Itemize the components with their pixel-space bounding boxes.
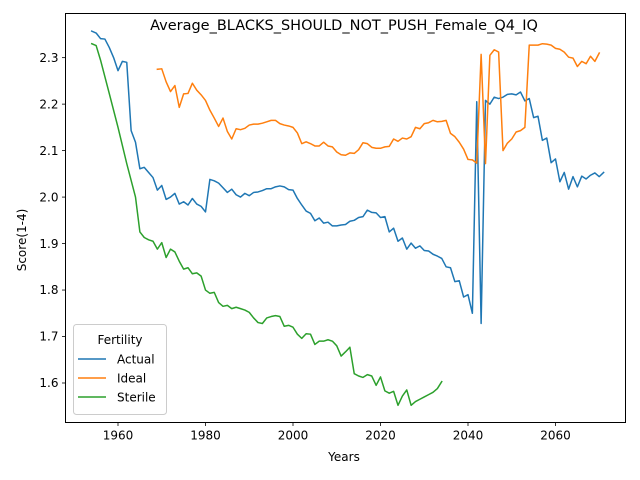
x-tick-label: 2040: [453, 429, 484, 443]
chart-title: Average_BLACKS_SHOULD_NOT_PUSH_Female_Q4…: [150, 18, 538, 34]
legend-title: Fertility: [97, 333, 142, 347]
x-tick-label: 2060: [540, 429, 571, 443]
x-tick-label: 2000: [278, 429, 309, 443]
x-axis-label: Years: [327, 450, 360, 464]
y-tick-label: 2.1: [39, 144, 58, 158]
y-tick-label: 1.6: [39, 376, 58, 390]
legend: Fertility Actual Ideal Sterile: [73, 324, 167, 415]
y-tick-label: 1.8: [39, 283, 58, 297]
series-line-sterile: [90, 42, 443, 407]
y-axis: 1.6 1.7 1.8 1.9 2.0 2.1 2.2 2.3: [39, 51, 66, 390]
x-axis: 1960 1980 2000 2020 2040 2060: [103, 422, 571, 443]
series-line-ideal: [156, 42, 601, 165]
legend-label-actual: Actual: [117, 352, 155, 366]
x-tick-label: 1980: [190, 429, 221, 443]
x-tick-label: 2020: [365, 429, 396, 443]
plot-frame: [65, 13, 626, 423]
x-tick-label: 1960: [103, 429, 134, 443]
series-line-actual: [90, 30, 605, 325]
legend-label-ideal: Ideal: [117, 371, 146, 385]
y-tick-label: 1.9: [39, 237, 58, 251]
legend-label-sterile: Sterile: [117, 390, 156, 404]
legend-box: [73, 324, 167, 415]
plot-area: [90, 30, 605, 407]
y-tick-label: 1.7: [39, 330, 58, 344]
y-tick-label: 2.0: [39, 190, 58, 204]
y-tick-label: 2.3: [39, 51, 58, 65]
y-axis-label: Score(1-4): [15, 209, 29, 272]
y-tick-label: 2.2: [39, 97, 58, 111]
